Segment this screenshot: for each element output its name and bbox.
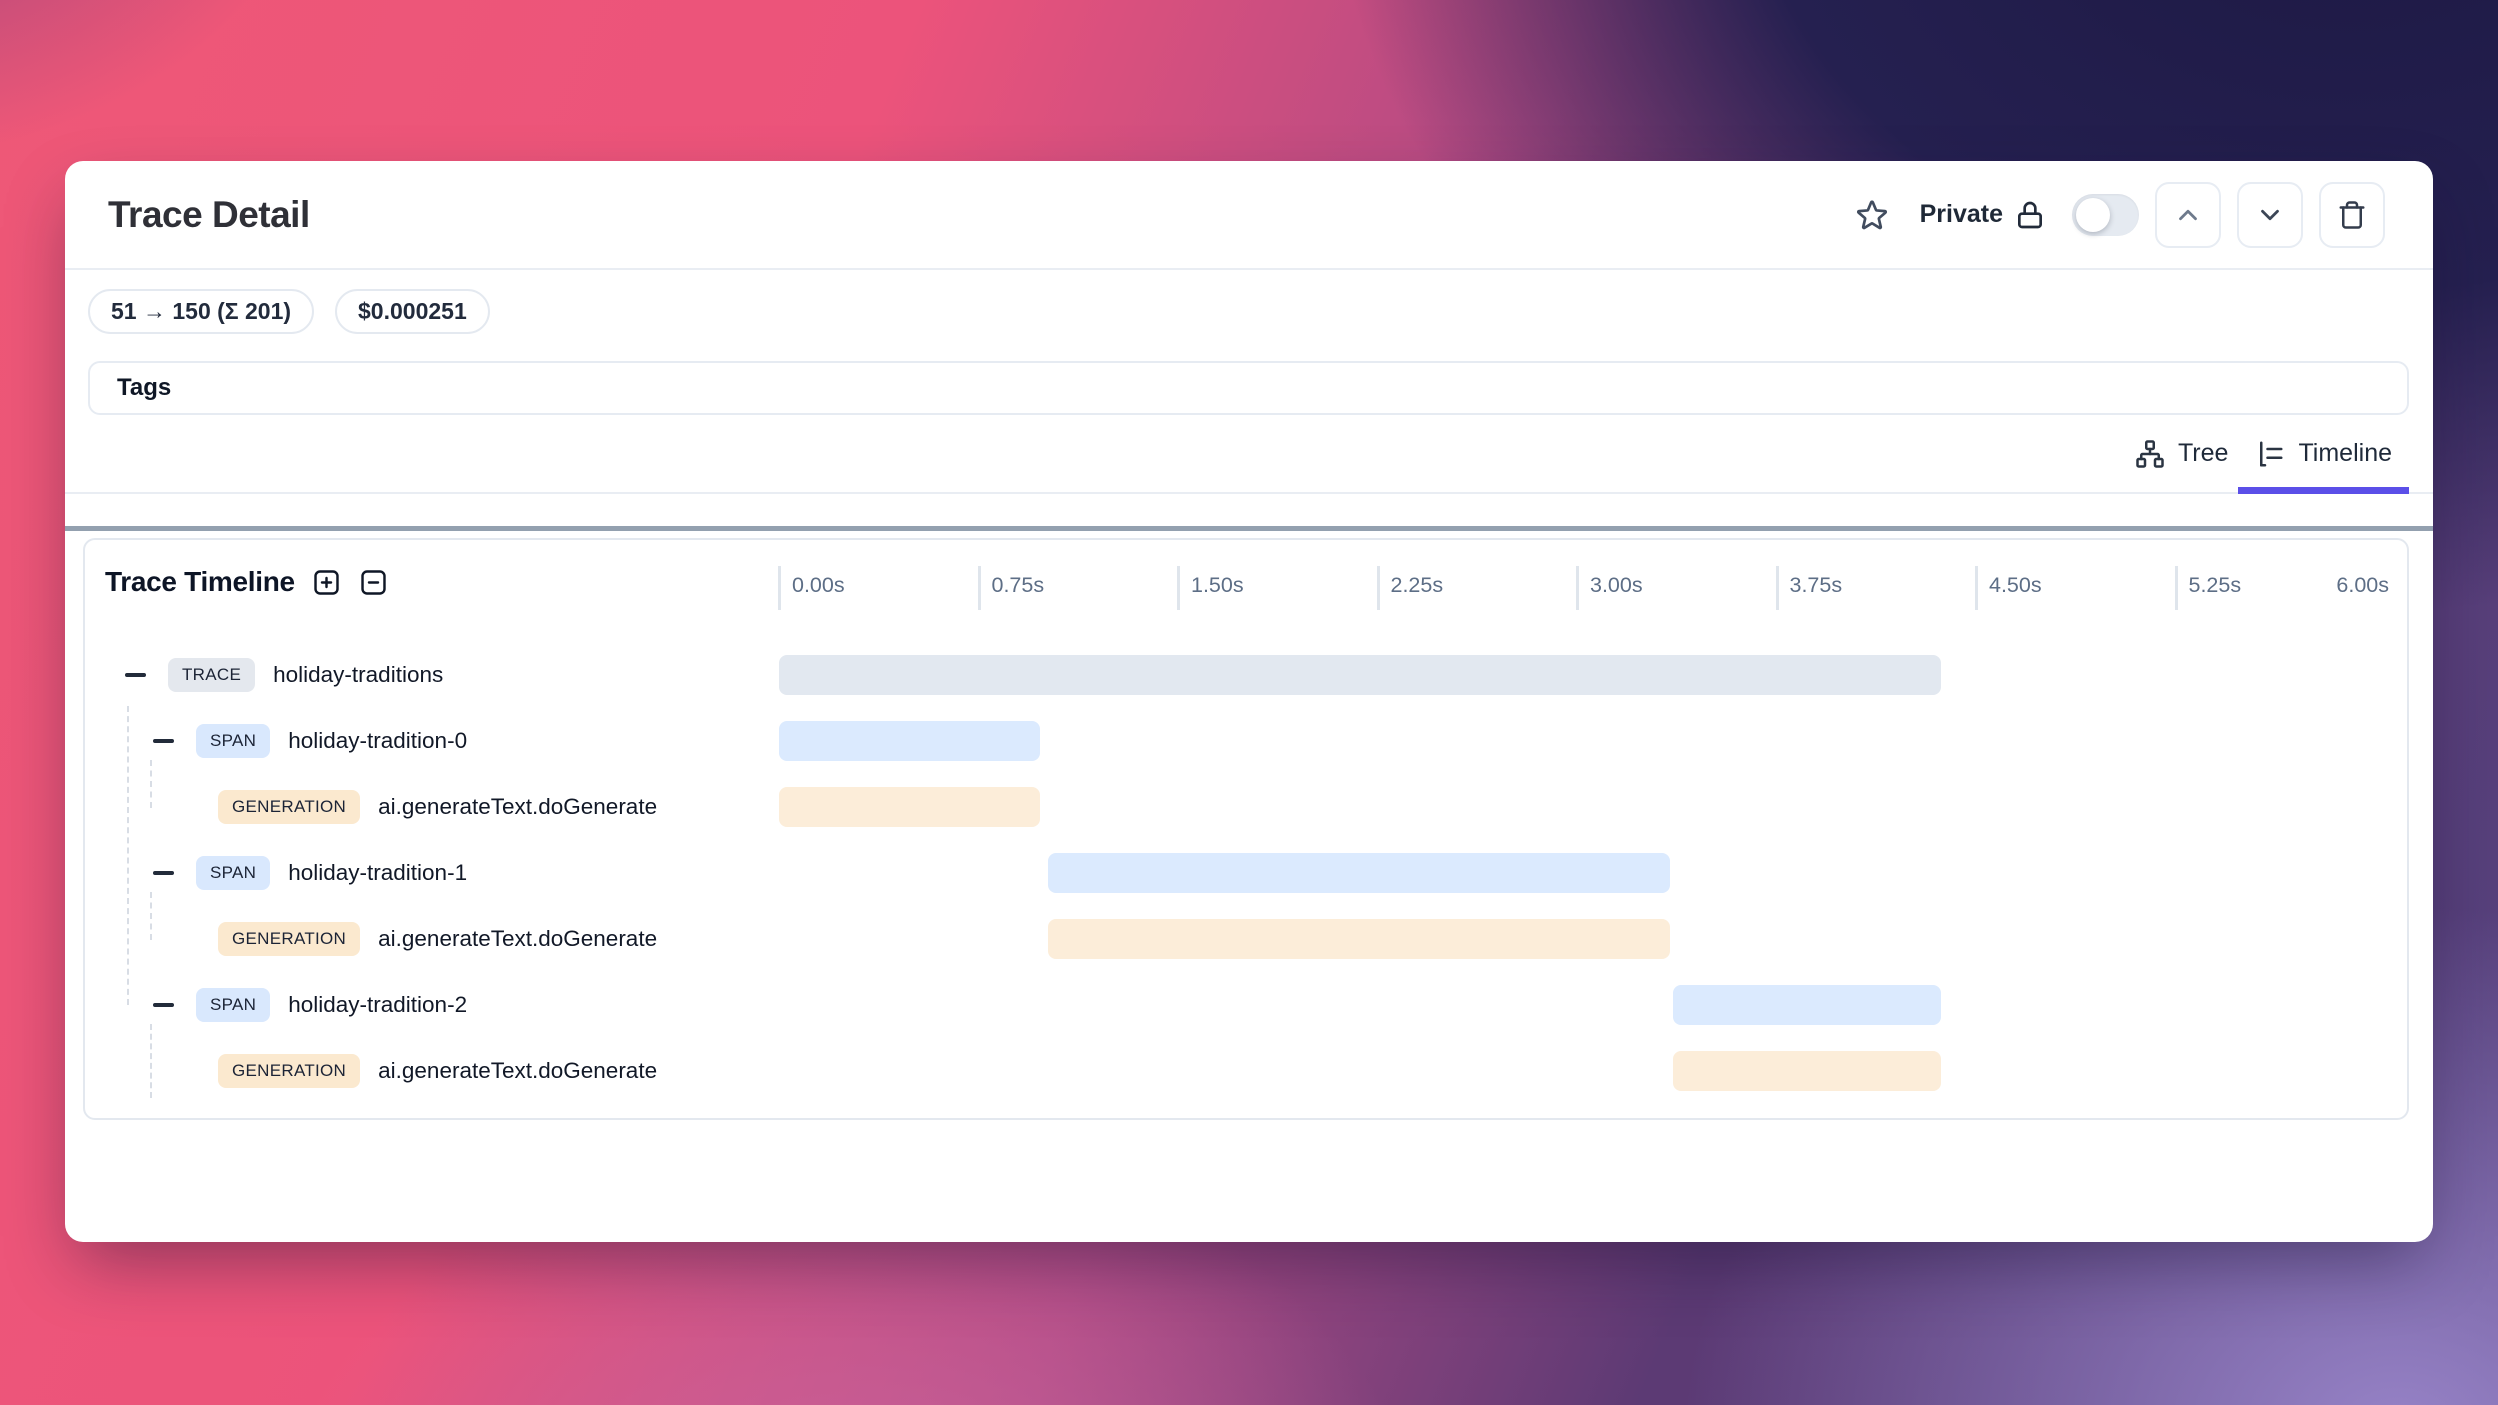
axis-tick — [2174, 566, 2178, 610]
tree-guide-line — [127, 706, 129, 1005]
timeline-icon — [2255, 439, 2285, 469]
timeline-row[interactable]: GENERATION ai.generateText.doGenerate — [85, 1038, 2407, 1104]
axis-tick — [778, 566, 781, 610]
observation-type-badge: GENERATION — [218, 790, 361, 824]
observation-name: holiday-tradition-1 — [288, 860, 468, 885]
token-usage-badge[interactable]: 51 → 150 (Σ 201) — [88, 289, 315, 334]
plus-square-icon — [311, 567, 342, 598]
panel-title: Trace Timeline — [105, 566, 295, 597]
axis-tick-label: 5.25s — [2188, 573, 2242, 597]
delete-trace-button[interactable] — [2319, 181, 2385, 248]
observation-type-badge: SPAN — [196, 856, 271, 890]
axis-tick-label: 4.50s — [1989, 573, 2042, 597]
tree-guide-line — [150, 1024, 152, 1098]
observation-name: ai.generateText.doGenerate — [378, 926, 658, 951]
collapse-all-button[interactable] — [358, 567, 389, 598]
minus-square-icon — [358, 567, 389, 598]
header-actions: Private — [1854, 181, 2385, 248]
timeline-bar[interactable] — [1047, 919, 1671, 959]
chevron-up-icon — [2173, 200, 2203, 230]
cost-badge[interactable]: $0.000251 — [335, 289, 490, 334]
observation-name: holiday-traditions — [273, 662, 444, 687]
axis-tick — [1376, 566, 1380, 610]
lock-icon — [2014, 199, 2046, 231]
trace-detail-card: Trace Detail Private — [65, 161, 2433, 1242]
star-icon — [1854, 197, 1890, 233]
observation-type-badge: GENERATION — [218, 1054, 361, 1088]
collapse-toggle[interactable] — [125, 673, 146, 677]
expand-all-button[interactable] — [311, 567, 342, 598]
timeline-row[interactable]: GENERATION ai.generateText.doGenerate — [85, 774, 2407, 840]
timeline-bar[interactable] — [1047, 853, 1671, 893]
axis-tick — [977, 566, 981, 610]
timeline-row[interactable]: TRACE holiday-traditions — [85, 642, 2407, 708]
timeline-bar[interactable] — [779, 655, 1942, 695]
axis-tick-label: 0.75s — [991, 573, 1045, 597]
axis-tick — [1576, 566, 1579, 610]
observation-type-badge: GENERATION — [218, 922, 361, 956]
timeline-row[interactable]: SPAN holiday-tradition-1 — [85, 840, 2407, 906]
metrics-row: 51 → 150 (Σ 201) $0.000251 — [88, 289, 2409, 334]
observation-type-badge: TRACE — [168, 658, 256, 692]
axis-tick — [1975, 566, 1978, 610]
timeline-bar[interactable] — [1672, 1051, 1942, 1091]
axis-tick — [1775, 566, 1779, 610]
timeline-row[interactable]: SPAN holiday-tradition-2 — [85, 972, 2407, 1038]
public-toggle[interactable] — [2072, 193, 2139, 236]
tags-box[interactable]: Tags — [88, 361, 2409, 415]
trace-timeline-panel: Trace Timeline 0.00s 0.75s 1.50s 2.25s 3.00s… — [83, 538, 2409, 1120]
next-observation-button[interactable] — [2237, 181, 2303, 248]
tab-tree-label: Tree — [2177, 439, 2229, 467]
observation-name: holiday-tradition-2 — [288, 992, 468, 1017]
tags-label: Tags — [117, 374, 172, 401]
observation-name: ai.generateText.doGenerate — [378, 1058, 658, 1083]
axis-tick — [1177, 566, 1180, 610]
timeline-row[interactable]: GENERATION ai.generateText.doGenerate — [85, 906, 2407, 972]
page-title: Trace Detail — [108, 193, 310, 235]
axis-tick-label: 3.75s — [1789, 573, 1843, 597]
tab-tree[interactable]: Tree — [2125, 415, 2238, 492]
privacy-control[interactable]: Private — [1920, 199, 2046, 231]
observation-name: ai.generateText.doGenerate — [378, 794, 658, 819]
axis-tick-label: 0.00s — [792, 573, 845, 597]
panel-resizer-handle[interactable] — [65, 526, 2433, 531]
tree-guide-line — [150, 760, 152, 808]
timeline-row[interactable]: SPAN holiday-tradition-0 — [85, 708, 2407, 774]
prev-observation-button[interactable] — [2155, 181, 2221, 248]
view-tabs: Tree Timeline — [65, 415, 2433, 494]
observation-type-badge: SPAN — [196, 988, 271, 1022]
collapse-toggle[interactable] — [153, 1003, 174, 1007]
collapse-toggle[interactable] — [153, 739, 174, 743]
trash-icon — [2337, 200, 2367, 230]
timeline-bar[interactable] — [1672, 985, 1942, 1025]
privacy-label: Private — [1919, 200, 2003, 228]
tab-timeline-label: Timeline — [2298, 439, 2392, 467]
chevron-down-icon — [2255, 200, 2285, 230]
card-header: Trace Detail Private — [65, 161, 2433, 270]
panel-header: Trace Timeline — [105, 566, 389, 598]
timeline-bar[interactable] — [779, 787, 1040, 827]
collapse-toggle[interactable] — [153, 871, 174, 875]
tree-icon — [2135, 439, 2165, 469]
axis-tick-label: 2.25s — [1390, 573, 1444, 597]
observation-type-badge: SPAN — [196, 724, 271, 758]
toggle-knob — [2076, 197, 2110, 232]
observation-name: holiday-tradition-0 — [288, 728, 468, 753]
axis-tick-label: 1.50s — [1191, 573, 1244, 597]
bookmark-star-button[interactable] — [1854, 197, 1890, 233]
axis-tick-label: 6.00s — [2336, 573, 2389, 597]
timeline-bar[interactable] — [779, 721, 1040, 761]
tree-guide-line — [150, 892, 152, 940]
tab-timeline[interactable]: Timeline — [2238, 415, 2409, 494]
axis-tick-label: 3.00s — [1590, 573, 1643, 597]
